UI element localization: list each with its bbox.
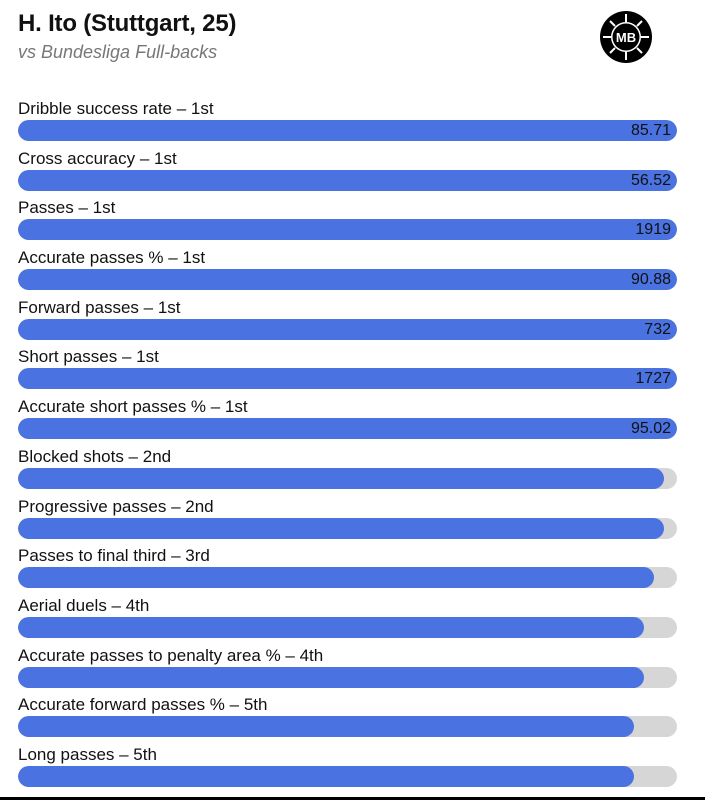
bar-value-label: 732 [644,320,671,338]
bar-fill: 732 [18,318,677,340]
bar-fill [18,616,645,638]
percentile-bar-chart: Dribble success rate – 1st 85.71 Cross acc… [18,98,678,794]
bar-track [18,765,677,787]
chart-subtitle: vs Bundesliga Full-backs [18,42,218,62]
bar-track: 90.88 [18,269,677,291]
metric-label: Passes – 1st [18,198,116,218]
bar-value-label: 1919 [635,221,671,239]
bar-fill [18,517,664,539]
bar-track [18,467,677,489]
bar-fill: 1919 [18,219,677,241]
bar-fill: 95.02 [18,418,677,440]
metric-row: Blocked shots – 2nd [18,446,678,496]
bar-fill [18,716,635,738]
bar-fill [18,567,654,589]
metric-row: Passes to final third – 3rd [18,545,678,595]
bar-track: 732 [18,318,677,340]
bar-value-label: 90.88 [630,271,671,289]
bar-track: 95.02 [18,418,677,440]
bar-fill: 90.88 [18,269,677,291]
bar-track: 85.71 [18,120,677,141]
bar-track [18,716,677,738]
bar-track: 1919 [18,219,677,241]
bar-fill: 1727 [18,368,677,390]
metric-label: Dribble success rate – 1st [18,99,214,118]
metric-row: Dribble success rate – 1st 85.71 [18,98,678,148]
metric-row: Accurate forward passes % – 5th [18,694,678,744]
metric-row: Forward passes – 1st 732 [18,297,678,347]
metric-label: Blocked shots – 2nd [18,446,172,466]
metric-label: Accurate passes % – 1st [18,248,206,268]
bar-fill [18,467,664,489]
mb-badge-icon: MB [600,11,652,63]
metric-label: Forward passes – 1st [18,297,181,317]
bar-track: 1727 [18,368,677,390]
metric-label: Accurate short passes % – 1st [18,397,248,417]
bar-value-label: 85.71 [630,122,671,139]
chart-title: H. Ito (Stuttgart, 25) [18,10,237,37]
metric-label: Aerial duels – 4th [18,595,150,615]
metric-label: Short passes – 1st [18,347,159,367]
metric-row: Progressive passes – 2nd [18,496,678,546]
bar-track [18,517,677,539]
metric-row: Accurate passes to penalty area % – 4th [18,645,678,695]
bar-value-label: 56.52 [630,171,671,189]
metric-row: Passes – 1st 1919 [18,197,678,247]
metric-label: Accurate forward passes % – 5th [18,695,268,715]
metric-row: Short passes – 1st 1727 [18,346,678,396]
metric-row: Accurate passes % – 1st 90.88 [18,247,678,297]
bar-fill [18,765,635,787]
metric-row: Aerial duels – 4th [18,595,678,645]
bar-fill: 85.71 [18,120,677,141]
header: H. Ito (Stuttgart, 25) vs Bundesliga Ful… [18,10,236,63]
metric-label: Passes to final third – 3rd [18,546,210,566]
bar-fill [18,666,645,688]
bar-fill: 56.52 [18,169,677,191]
bar-track [18,666,677,688]
metric-row: Accurate short passes % – 1st 95.02 [18,396,678,446]
bar-track [18,567,677,589]
logo-text: MB [616,30,636,45]
bar-track: 56.52 [18,169,677,191]
metric-label: Cross accuracy – 1st [18,148,177,168]
metric-label: Accurate passes to penalty area % – 4th [18,645,324,665]
bar-track [18,616,677,638]
metric-label: Long passes – 5th [18,744,157,764]
bar-value-label: 95.02 [630,420,671,438]
metric-label: Progressive passes – 2nd [18,496,214,516]
metric-row: Long passes – 5th [18,744,678,794]
bottom-divider [0,797,705,800]
metric-row: Cross accuracy – 1st 56.52 [18,148,678,198]
bar-value-label: 1727 [635,370,671,388]
